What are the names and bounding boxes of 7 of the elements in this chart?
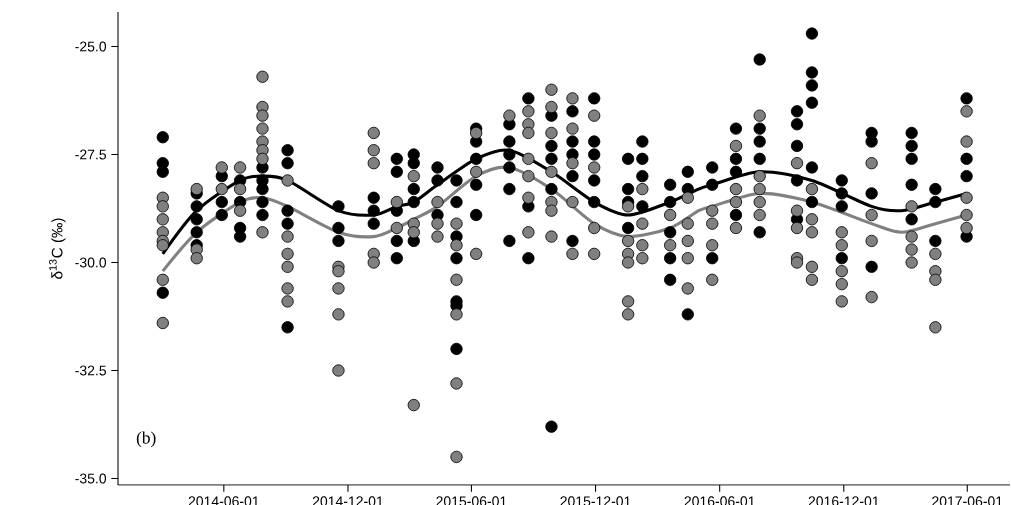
y-tick-label: -35.0 (75, 473, 107, 484)
y-tick-label: -27.5 (75, 149, 107, 160)
y-tick-label: -30.0 (75, 257, 107, 268)
y-axis-title: δ$^{13}$C (‰) (49, 218, 66, 279)
y-tick-label: -32.5 (75, 365, 107, 376)
annotation: (b) (136, 431, 156, 448)
y-tick-label: -25.0 (75, 41, 107, 52)
